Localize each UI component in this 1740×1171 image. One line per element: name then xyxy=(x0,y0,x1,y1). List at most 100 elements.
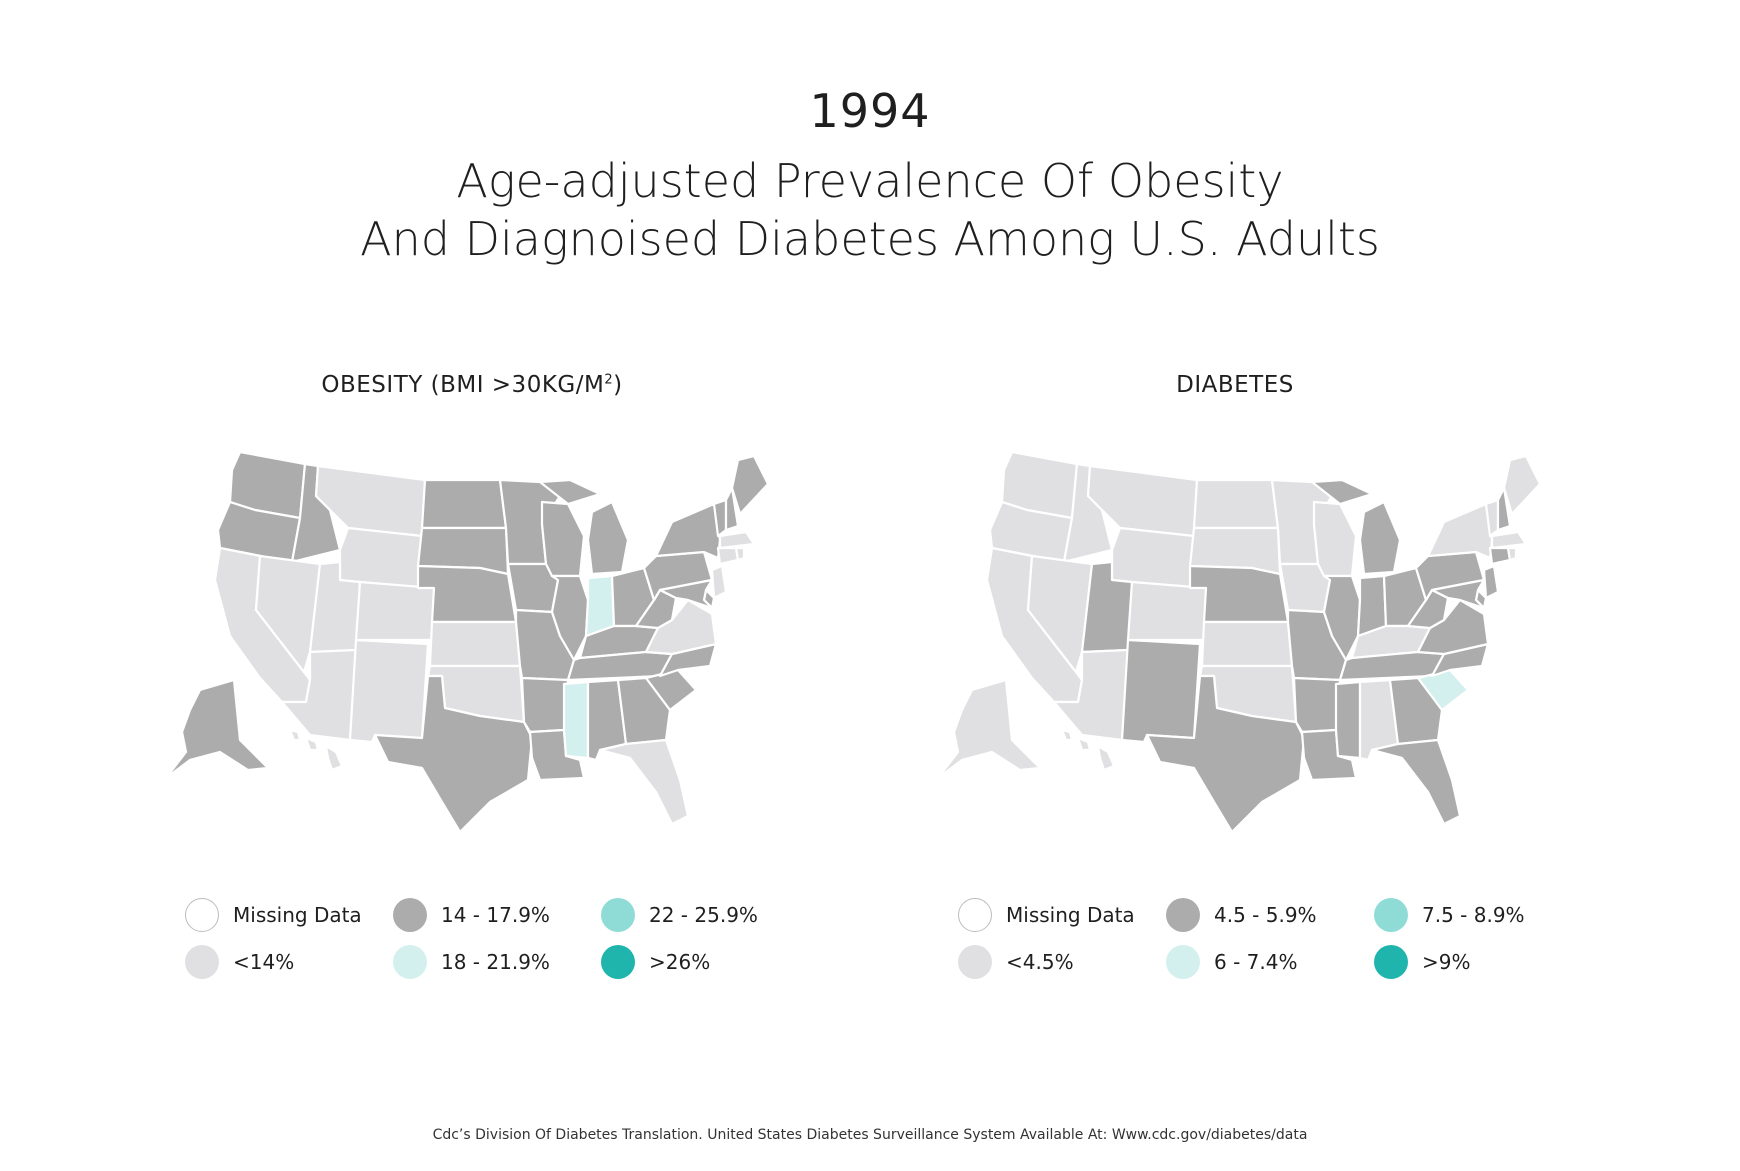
diabetes-state-nm xyxy=(1120,638,1202,744)
diabetes-state-nd xyxy=(1192,478,1280,530)
diabetes-legend-item: 4.5 - 5.9% xyxy=(1166,898,1317,932)
diabetes-legend-swatch xyxy=(1166,945,1200,979)
obesity-legend-label: 18 - 21.9% xyxy=(441,950,550,974)
diabetes-legend-swatch xyxy=(1374,945,1408,979)
obesity-legend-swatch xyxy=(393,945,427,979)
obesity-state-ar xyxy=(520,676,570,734)
obesity-state-hi xyxy=(288,728,344,772)
diabetes-state-ne xyxy=(1188,564,1290,624)
title-line-2: And Diagnoised Diabetes Among U.S. Adult… xyxy=(360,212,1380,266)
obesity-state-ms xyxy=(562,680,590,760)
obesity-state-ak xyxy=(164,678,270,780)
obesity-us-map xyxy=(164,450,770,834)
obesity-legend-label: >26% xyxy=(649,950,711,974)
obesity-state-ct xyxy=(716,546,740,566)
diabetes-legend-swatch xyxy=(1166,898,1200,932)
diabetes-state-nh xyxy=(1496,486,1512,532)
year-heading: 1994 xyxy=(809,84,931,138)
diabetes-state-va xyxy=(1416,598,1490,656)
diabetes-legend-label: <4.5% xyxy=(1006,950,1074,974)
obesity-state-tx xyxy=(373,674,534,834)
obesity-state-co xyxy=(354,580,436,642)
obesity-state-nv xyxy=(254,554,322,674)
obesity-legend-swatch xyxy=(601,898,635,932)
diabetes-state-ks xyxy=(1200,620,1294,668)
diabetes-state-co xyxy=(1126,580,1208,642)
obesity-state-nm xyxy=(348,638,430,744)
obesity-legend: Missing Data <14% 14 - 17.9% 18 - 21.9% 22 -… xyxy=(185,898,785,998)
diabetes-state-ak xyxy=(936,678,1042,780)
obesity-legend-item: >26% xyxy=(601,945,710,979)
obesity-state-mi xyxy=(538,478,630,576)
diabetes-legend-item: Missing Data xyxy=(958,898,1135,932)
obesity-panel-title: OBESITY (BMI >30KG/M2) xyxy=(212,372,732,398)
diabetes-state-hi xyxy=(1060,728,1116,772)
diabetes-state-ny xyxy=(1426,502,1494,560)
diabetes-legend-label: 6 - 7.4% xyxy=(1214,950,1298,974)
obesity-state-wy xyxy=(338,526,424,590)
obesity-title-superscript: 2 xyxy=(604,372,614,388)
obesity-state-wi xyxy=(540,500,586,578)
obesity-legend-item: Missing Data xyxy=(185,898,362,932)
diabetes-legend-label: 4.5 - 5.9% xyxy=(1214,903,1317,927)
diabetes-state-ms xyxy=(1334,680,1362,760)
diabetes-state-ri xyxy=(1506,546,1518,562)
diabetes-panel-title: DIABETES xyxy=(1176,372,1294,398)
diabetes-legend-label: Missing Data xyxy=(1006,903,1135,927)
obesity-legend-label: Missing Data xyxy=(233,903,362,927)
obesity-title-close: ) xyxy=(613,372,623,398)
obesity-legend-item: <14% xyxy=(185,945,294,979)
diabetes-legend: Missing Data <4.5% 4.5 - 5.9% 6 - 7.4% 7.5 -… xyxy=(958,898,1558,998)
obesity-state-ne xyxy=(416,564,518,624)
obesity-state-nd xyxy=(420,478,508,530)
title-line-1: Age-adjusted Prevalence Of Obesity xyxy=(456,154,1284,208)
obesity-legend-swatch xyxy=(393,898,427,932)
diabetes-state-md xyxy=(1430,578,1486,610)
obesity-legend-item: 22 - 25.9% xyxy=(601,898,758,932)
main-title: Age-adjusted Prevalence Of Obesity And D… xyxy=(0,152,1740,268)
obesity-state-ma xyxy=(718,530,756,550)
obesity-state-me xyxy=(730,454,770,516)
diabetes-legend-label: >9% xyxy=(1422,950,1471,974)
obesity-legend-label: <14% xyxy=(233,950,295,974)
obesity-state-md xyxy=(658,578,714,610)
diabetes-legend-label: 7.5 - 8.9% xyxy=(1422,903,1525,927)
obesity-state-ny xyxy=(654,502,722,560)
obesity-state-fl xyxy=(598,738,690,826)
obesity-state-nj xyxy=(710,564,728,600)
diabetes-us-map xyxy=(936,450,1542,834)
diabetes-state-fl xyxy=(1370,738,1462,826)
diabetes-legend-item: 6 - 7.4% xyxy=(1166,945,1297,979)
source-citation: Cdc’s Division Of Diabetes Translation. … xyxy=(432,1127,1308,1143)
diabetes-state-tx xyxy=(1145,674,1306,834)
diabetes-legend-swatch xyxy=(958,945,992,979)
diabetes-legend-item: 7.5 - 8.9% xyxy=(1374,898,1525,932)
obesity-legend-label: 22 - 25.9% xyxy=(649,903,758,927)
obesity-title-text: OBESITY (BMI >30KG/M xyxy=(321,372,605,398)
obesity-state-va xyxy=(644,598,718,656)
diabetes-state-wy xyxy=(1110,526,1196,590)
diabetes-state-nj xyxy=(1482,564,1500,600)
diabetes-state-me xyxy=(1502,454,1542,516)
diabetes-state-ma xyxy=(1490,530,1528,550)
obesity-state-nh xyxy=(724,486,740,532)
obesity-legend-swatch xyxy=(185,898,219,932)
diabetes-state-wi xyxy=(1312,500,1358,578)
obesity-state-ks xyxy=(428,620,522,668)
obesity-legend-label: 14 - 17.9% xyxy=(441,903,550,927)
obesity-legend-item: 14 - 17.9% xyxy=(393,898,550,932)
diabetes-state-nc xyxy=(1430,642,1490,678)
diabetes-legend-item: <4.5% xyxy=(958,945,1074,979)
diabetes-legend-item: >9% xyxy=(1374,945,1471,979)
diabetes-legend-swatch xyxy=(1374,898,1408,932)
diabetes-state-nv xyxy=(1026,554,1094,674)
obesity-state-nc xyxy=(658,642,718,678)
obesity-state-ri xyxy=(734,546,746,562)
diabetes-state-ct xyxy=(1488,546,1512,566)
diabetes-state-mi xyxy=(1310,478,1402,576)
obesity-legend-swatch xyxy=(601,945,635,979)
obesity-legend-swatch xyxy=(185,945,219,979)
diabetes-legend-swatch xyxy=(958,898,992,932)
diabetes-state-ar xyxy=(1292,676,1342,734)
obesity-legend-item: 18 - 21.9% xyxy=(393,945,550,979)
